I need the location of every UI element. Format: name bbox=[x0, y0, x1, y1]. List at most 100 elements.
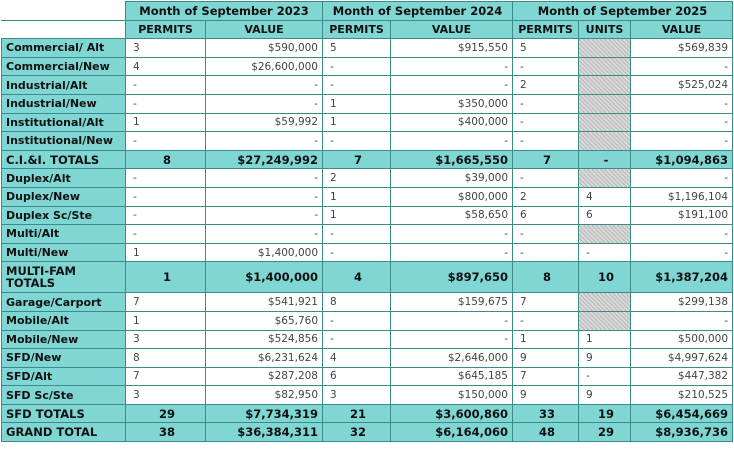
value-cell: - bbox=[629, 168, 734, 188]
value-cell: - bbox=[390, 131, 513, 151]
count-cell: - bbox=[322, 75, 391, 95]
count-cell: 7 bbox=[125, 366, 206, 387]
table-row: SFD Sc/Ste 3 $82,950 3 $150,000 9 9 $210,525 bbox=[1, 385, 734, 405]
column-header: VALUE bbox=[205, 19, 323, 40]
value-cell: $350,000 bbox=[390, 93, 513, 114]
count-cell: 7 bbox=[512, 292, 579, 312]
column-header: UNITS bbox=[578, 19, 631, 40]
value-cell: $6,454,669 bbox=[629, 403, 734, 424]
month-header: Month of September 2025 bbox=[511, 1, 734, 21]
value-cell: $569,839 bbox=[629, 38, 734, 58]
count-cell: - bbox=[512, 93, 579, 114]
row-label: SFD/New bbox=[1, 348, 126, 368]
table-row: Mobile/Alt 1 $65,760- - - - bbox=[1, 310, 734, 331]
table-row: Garage/Carport 7 $541,921 8 $159,675 7 $299,13… bbox=[1, 292, 734, 312]
row-label: Mobile/New bbox=[1, 329, 126, 350]
row-label: Mobile/Alt bbox=[1, 310, 126, 331]
count-cell: 1 bbox=[322, 112, 391, 133]
value-cell: $210,525 bbox=[629, 385, 734, 405]
count-cell: 9 bbox=[512, 385, 579, 405]
total-row: GRAND TOTAL 38 $36,384,311 32 $6,164,060 48 29… bbox=[1, 422, 734, 443]
hatched-cell bbox=[578, 292, 631, 312]
table-row: Multi/New 1 $1,400,000- - - - - bbox=[1, 242, 734, 263]
table-row: Commercial/ Alt 3 $590,000 5 $915,550 5 $569,8… bbox=[1, 38, 734, 58]
month-header: Month of September 2024 bbox=[322, 1, 513, 21]
count-cell: 5 bbox=[322, 38, 391, 58]
value-cell: $1,400,000 bbox=[205, 242, 323, 263]
value-cell: $1,196,104 bbox=[629, 186, 734, 207]
row-label: Multi/New bbox=[1, 242, 126, 263]
row-label: Commercial/ Alt bbox=[1, 38, 126, 58]
hatched-cell bbox=[578, 224, 631, 244]
count-cell: 32 bbox=[322, 422, 391, 443]
count-cell: 1 bbox=[322, 205, 391, 226]
count-cell: 7 bbox=[125, 292, 206, 312]
value-cell: $287,208 bbox=[205, 366, 323, 387]
count-cell: 33 bbox=[512, 403, 579, 424]
value-cell: - bbox=[390, 242, 513, 263]
count-cell: - bbox=[322, 56, 391, 77]
count-cell: 21 bbox=[322, 403, 391, 424]
count-cell: 2 bbox=[512, 186, 579, 207]
count-cell: - bbox=[512, 131, 579, 151]
row-label: SFD Sc/Ste bbox=[1, 385, 126, 405]
table-row: SFD/New 8 $6,231,624 4 $2,646,000 9 9 $4,997,62… bbox=[1, 348, 734, 368]
value-cell: $8,936,736 bbox=[629, 422, 734, 443]
value-cell: - bbox=[629, 93, 734, 114]
count-cell: 3 bbox=[125, 329, 206, 350]
row-label: MULTI-FAM TOTALS bbox=[1, 261, 126, 294]
count-cell: 1 bbox=[512, 329, 579, 350]
row-label: Garage/Carport bbox=[1, 292, 126, 312]
count-cell: 3 bbox=[125, 385, 206, 405]
count-cell: 2 bbox=[322, 168, 391, 188]
value-cell: $447,382 bbox=[629, 366, 734, 387]
count-cell: 2 bbox=[512, 75, 579, 95]
value-cell: $39,000 bbox=[390, 168, 513, 188]
hatched-cell bbox=[578, 93, 631, 114]
column-header: PERMITS bbox=[322, 19, 391, 40]
total-row: SFD TOTALS 29 $7,734,319 21 $3,600,860 33 19 $6… bbox=[1, 403, 734, 424]
value-cell: - bbox=[205, 205, 323, 226]
count-cell: - bbox=[125, 186, 206, 207]
row-label: Industrial/Alt bbox=[1, 75, 126, 95]
count-cell: 10 bbox=[578, 261, 631, 294]
value-cell: - bbox=[205, 168, 323, 188]
value-cell: $299,138 bbox=[629, 292, 734, 312]
value-cell: $500,000 bbox=[629, 329, 734, 350]
row-label: SFD/Alt bbox=[1, 366, 126, 387]
value-cell: $82,950 bbox=[205, 385, 323, 405]
count-cell: - bbox=[125, 205, 206, 226]
count-cell: 5 bbox=[512, 38, 579, 58]
count-cell: 8 bbox=[322, 292, 391, 312]
count-cell: 1 bbox=[125, 242, 206, 263]
row-label: Institutional/Alt bbox=[1, 112, 126, 133]
row-label: C.I.&I. TOTALS bbox=[1, 149, 126, 170]
count-cell: 1 bbox=[125, 112, 206, 133]
count-cell: - bbox=[322, 131, 391, 151]
value-cell: $191,100 bbox=[629, 205, 734, 226]
corner bbox=[1, 19, 126, 40]
table-row: Institutional/New - - - - - - bbox=[1, 131, 734, 151]
value-cell: $1,665,550 bbox=[390, 149, 513, 170]
total-row: MULTI-FAM TOTALS 1 $1,400,000 4 $897,650 8 10 $… bbox=[1, 261, 734, 294]
value-cell: $524,856 bbox=[205, 329, 323, 350]
value-cell: $26,600,000 bbox=[205, 56, 323, 77]
count-cell: 6 bbox=[578, 205, 631, 226]
count-cell: 6 bbox=[322, 366, 391, 387]
row-label: Duplex Sc/Ste bbox=[1, 205, 126, 226]
value-cell: - bbox=[205, 186, 323, 207]
value-cell: $58,650 bbox=[390, 205, 513, 226]
count-cell: - bbox=[125, 168, 206, 188]
value-cell: - bbox=[629, 131, 734, 151]
count-cell: 1 bbox=[322, 93, 391, 114]
column-header-row: PERMITS VALUE PERMITS VALUE PERMITS UNITS VALU… bbox=[1, 19, 734, 40]
value-cell: $7,734,319 bbox=[205, 403, 323, 424]
value-cell: $590,000 bbox=[205, 38, 323, 58]
count-cell: 4 bbox=[322, 348, 391, 368]
hatched-cell bbox=[578, 75, 631, 95]
count-cell: - bbox=[125, 75, 206, 95]
count-cell: 8 bbox=[512, 261, 579, 294]
value-cell: - bbox=[390, 310, 513, 331]
hatched-cell bbox=[578, 131, 631, 151]
